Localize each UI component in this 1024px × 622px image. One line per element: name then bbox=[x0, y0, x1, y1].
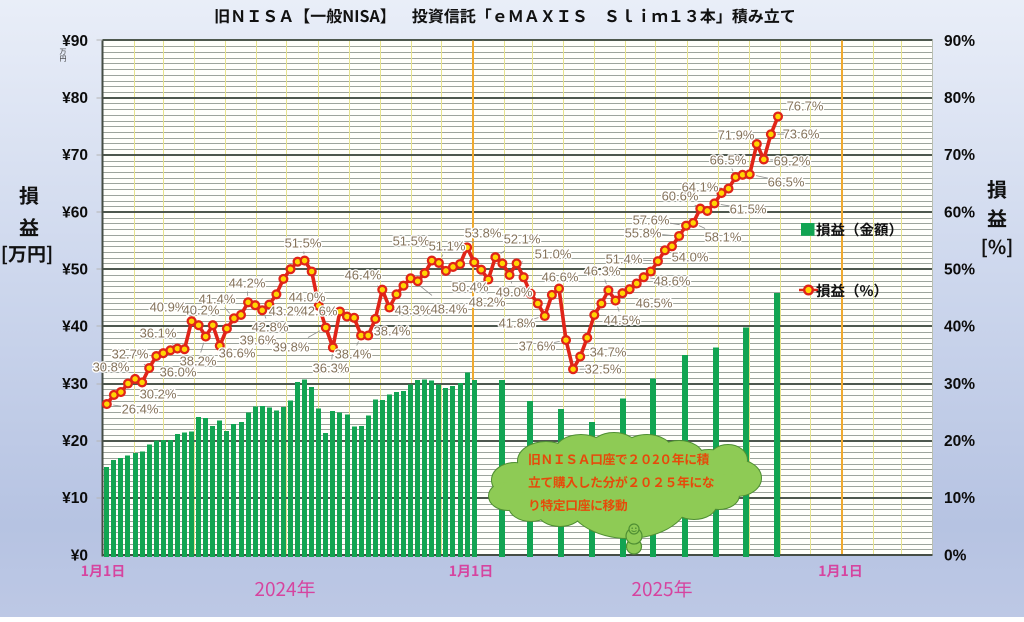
svg-text:55.8%: 55.8% bbox=[625, 225, 662, 240]
svg-text:¥50: ¥50 bbox=[62, 262, 88, 279]
svg-text:70%: 70% bbox=[944, 147, 975, 164]
svg-text:32.5%: 32.5% bbox=[585, 361, 622, 376]
svg-text:51.0%: 51.0% bbox=[535, 246, 572, 261]
svg-text:¥40: ¥40 bbox=[62, 319, 88, 336]
svg-text:37.6%: 37.6% bbox=[519, 338, 556, 353]
svg-text:48.6%: 48.6% bbox=[654, 273, 691, 288]
svg-text:66.5%: 66.5% bbox=[710, 152, 747, 167]
svg-text:¥60: ¥60 bbox=[62, 204, 88, 221]
svg-text:30.2%: 30.2% bbox=[140, 386, 177, 401]
svg-text:39.8%: 39.8% bbox=[273, 339, 310, 354]
svg-text:30.8%: 30.8% bbox=[93, 359, 130, 374]
svg-text:¥0: ¥0 bbox=[71, 547, 88, 564]
svg-text:36.1%: 36.1% bbox=[140, 325, 177, 340]
svg-text:58.1%: 58.1% bbox=[705, 229, 742, 244]
svg-text:60.6%: 60.6% bbox=[662, 188, 699, 203]
svg-text:50.4%: 50.4% bbox=[452, 279, 489, 294]
svg-text:90%: 90% bbox=[944, 33, 975, 50]
svg-text:46.4%: 46.4% bbox=[345, 267, 382, 282]
svg-text:46.6%: 46.6% bbox=[542, 269, 579, 284]
svg-text:¥90: ¥90 bbox=[62, 33, 88, 50]
svg-text:80%: 80% bbox=[944, 90, 975, 107]
svg-text:41.4%: 41.4% bbox=[199, 291, 236, 306]
svg-text:43.3%: 43.3% bbox=[395, 302, 432, 317]
svg-text:46.3%: 46.3% bbox=[584, 263, 621, 278]
svg-text:71.9%: 71.9% bbox=[718, 127, 755, 142]
svg-text:54.0%: 54.0% bbox=[672, 249, 709, 264]
svg-text:43.2%: 43.2% bbox=[269, 303, 306, 318]
svg-text:64.1%: 64.1% bbox=[682, 179, 719, 194]
svg-text:44.5%: 44.5% bbox=[604, 312, 641, 327]
svg-text:49.0%: 49.0% bbox=[496, 284, 533, 299]
svg-text:36.3%: 36.3% bbox=[313, 360, 350, 375]
svg-text:38.2%: 38.2% bbox=[180, 353, 217, 368]
svg-text:51.5%: 51.5% bbox=[285, 235, 322, 250]
svg-text:32.7%: 32.7% bbox=[112, 346, 149, 361]
svg-text:26.4%: 26.4% bbox=[122, 401, 159, 416]
svg-text:40.2%: 40.2% bbox=[183, 302, 220, 317]
svg-text:44.2%: 44.2% bbox=[229, 275, 266, 290]
svg-text:40.9%: 40.9% bbox=[150, 299, 187, 314]
svg-text:42.6%: 42.6% bbox=[301, 303, 338, 318]
svg-text:30%: 30% bbox=[944, 376, 975, 393]
svg-text:66.5%: 66.5% bbox=[768, 174, 805, 189]
svg-text:48.2%: 48.2% bbox=[469, 294, 506, 309]
svg-text:44.0%: 44.0% bbox=[289, 289, 326, 304]
svg-text:¥10: ¥10 bbox=[62, 490, 88, 507]
svg-text:48.4%: 48.4% bbox=[431, 301, 468, 316]
svg-text:38.4%: 38.4% bbox=[335, 346, 372, 361]
svg-text:¥20: ¥20 bbox=[62, 433, 88, 450]
svg-text:60%: 60% bbox=[944, 204, 975, 221]
svg-text:38.4%: 38.4% bbox=[374, 323, 411, 338]
svg-text:53.8%: 53.8% bbox=[465, 225, 502, 240]
svg-text:¥30: ¥30 bbox=[62, 376, 88, 393]
svg-text:0%: 0% bbox=[944, 547, 967, 564]
svg-text:36.6%: 36.6% bbox=[219, 345, 256, 360]
svg-text:50%: 50% bbox=[944, 262, 975, 279]
svg-text:73.6%: 73.6% bbox=[783, 126, 820, 141]
svg-text:42.8%: 42.8% bbox=[252, 319, 289, 334]
svg-text:51.4%: 51.4% bbox=[606, 251, 643, 266]
svg-text:39.6%: 39.6% bbox=[240, 332, 277, 347]
svg-text:¥80: ¥80 bbox=[62, 90, 88, 107]
svg-text:41.8%: 41.8% bbox=[499, 315, 536, 330]
svg-text:¥70: ¥70 bbox=[62, 147, 88, 164]
svg-text:51.5%: 51.5% bbox=[393, 233, 430, 248]
svg-text:34.7%: 34.7% bbox=[590, 344, 627, 359]
svg-text:69.2%: 69.2% bbox=[774, 153, 811, 168]
svg-text:10%: 10% bbox=[944, 490, 975, 507]
svg-text:46.5%: 46.5% bbox=[636, 295, 673, 310]
svg-text:36.0%: 36.0% bbox=[160, 364, 197, 379]
svg-text:51.1%: 51.1% bbox=[429, 238, 466, 253]
svg-text:40%: 40% bbox=[944, 319, 975, 336]
svg-text:76.7%: 76.7% bbox=[787, 98, 824, 113]
svg-text:20%: 20% bbox=[944, 433, 975, 450]
svg-text:61.5%: 61.5% bbox=[730, 201, 767, 216]
svg-text:57.6%: 57.6% bbox=[633, 212, 670, 227]
svg-text:52.1%: 52.1% bbox=[504, 231, 541, 246]
